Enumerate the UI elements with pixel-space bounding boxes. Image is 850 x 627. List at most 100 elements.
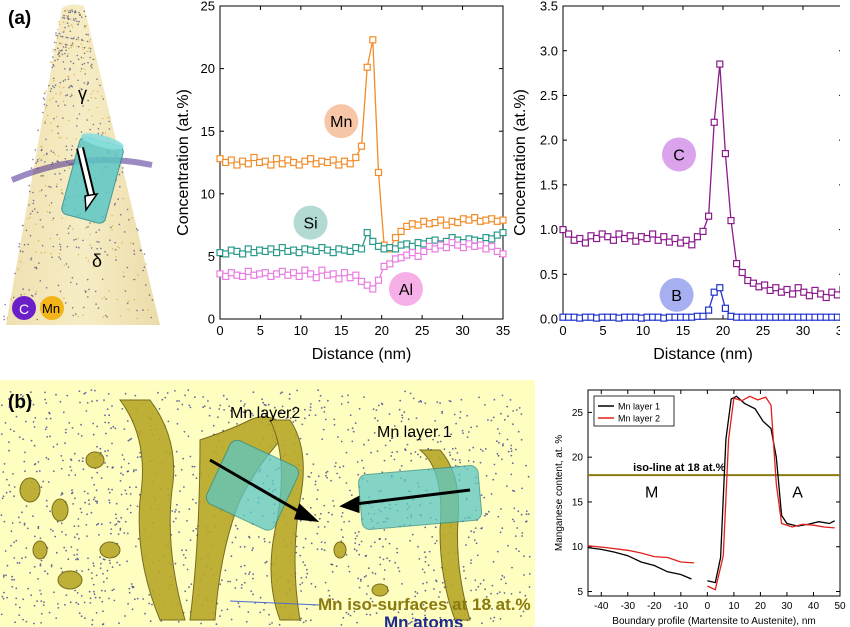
data-point-al — [301, 266, 309, 274]
y-tick-label: 25 — [201, 0, 215, 14]
legend-entry: Mn layer 2 — [618, 414, 660, 424]
data-point-al — [499, 250, 507, 258]
region-label: M — [645, 484, 658, 501]
data-point-b — [833, 313, 840, 321]
x-axis-label: Boundary profile (Martensite to Austenit… — [612, 616, 815, 627]
data-point-mn — [346, 160, 354, 168]
x-tick-label: 35 — [496, 323, 510, 338]
data-point-mn — [425, 220, 433, 228]
y-tick-label: 0.5 — [540, 267, 558, 282]
c-legend-label: C — [19, 301, 29, 317]
data-point-mn — [307, 155, 315, 163]
series-bubble-label: Al — [399, 282, 413, 299]
data-point-al — [363, 281, 371, 289]
x-axis-label: Distance (nm) — [653, 346, 753, 363]
data-point-mn — [227, 156, 235, 164]
x-tick-label: 5 — [599, 323, 606, 338]
mn-atoms-caption: Mn atoms — [384, 613, 463, 627]
data-point-mn — [284, 156, 292, 164]
data-point-b — [699, 312, 707, 320]
data-point-si — [493, 231, 501, 239]
data-point-c — [783, 285, 791, 294]
data-point-si — [352, 244, 360, 252]
data-point-c — [564, 230, 573, 238]
data-point-c — [682, 236, 690, 244]
data-point-si — [238, 250, 247, 258]
y-tick-label: 25 — [572, 408, 584, 419]
data-point-al — [261, 269, 269, 277]
data-point-mn — [482, 216, 490, 224]
y-tick-label: 20 — [572, 453, 584, 464]
data-point-mn — [278, 160, 286, 168]
data-point-c — [604, 233, 612, 241]
data-point-mn — [397, 227, 405, 235]
gamma-label: γ — [78, 84, 87, 104]
data-point-c — [665, 238, 673, 246]
data-point-si — [267, 245, 275, 253]
data-point-al — [329, 270, 337, 278]
data-point-al — [459, 244, 467, 252]
data-point-c — [615, 230, 623, 238]
legend-entry: Mn layer 1 — [618, 402, 660, 412]
data-point-c — [592, 234, 601, 243]
data-point-al — [352, 271, 360, 279]
x-tick-label: 30 — [781, 601, 793, 612]
data-point-al — [278, 267, 286, 275]
data-point-mn — [295, 161, 303, 169]
y-tick-label: 1.5 — [540, 177, 558, 192]
x-tick-label: 20 — [716, 323, 730, 338]
data-point-c — [581, 239, 590, 247]
data-point-c — [721, 150, 729, 158]
data-point-si — [482, 234, 490, 242]
profile-arrows — [209, 458, 471, 522]
data-point-c — [761, 281, 769, 289]
data-point-si — [284, 247, 292, 255]
data-point-mn — [499, 216, 507, 224]
series-bubble — [324, 104, 359, 139]
data-point-mn — [442, 221, 450, 229]
mn-layer1-label: Mn layer 1 — [377, 424, 452, 441]
x-tick-label: 25 — [756, 323, 770, 338]
data-point-si — [312, 247, 320, 255]
data-point-mn — [216, 155, 224, 163]
data-point-c — [738, 268, 746, 277]
data-point-c — [559, 226, 567, 234]
data-point-si — [369, 237, 377, 245]
data-point-mn — [465, 216, 473, 224]
x-tick-label: 0 — [705, 601, 711, 612]
x-axis-label: Distance (nm) — [312, 346, 412, 363]
data-point-si — [391, 245, 400, 253]
x-tick-label: 30 — [796, 323, 810, 338]
data-point-mn — [369, 36, 377, 44]
y-tick-label: 5 — [208, 249, 215, 264]
data-point-al — [312, 274, 320, 282]
region-label: A — [792, 484, 803, 501]
series-bubble-label: Mn — [330, 114, 352, 131]
x-tick-label: 30 — [455, 323, 469, 338]
data-point-c — [626, 232, 634, 240]
data-point-al — [295, 272, 303, 280]
x-tick-label: -20 — [647, 601, 662, 612]
data-point-b — [710, 288, 718, 296]
data-point-al — [476, 241, 484, 249]
x-tick-label: 50 — [834, 601, 846, 612]
data-point-si — [386, 244, 394, 252]
data-point-mn — [454, 219, 462, 227]
y-tick-label: 15 — [201, 124, 215, 139]
y-tick-label: 0.0 — [540, 312, 558, 327]
series-bubble — [662, 137, 696, 172]
data-point-al — [493, 247, 501, 255]
data-point-c — [727, 217, 735, 225]
data-point-al — [335, 275, 343, 283]
data-point-c — [772, 284, 780, 292]
data-point-mn — [250, 153, 258, 162]
data-point-al — [244, 267, 252, 275]
x-tick-label: 10 — [636, 323, 650, 338]
panel-a-label: (a) — [8, 8, 32, 29]
x-tick-label: 15 — [676, 323, 690, 338]
series-line-mn-layer-1 — [587, 546, 692, 580]
data-point-si — [357, 245, 366, 253]
series-line-mn-layer-2 — [587, 545, 695, 564]
mn-atom-dots — [0, 389, 531, 626]
data-point-al — [238, 272, 247, 280]
